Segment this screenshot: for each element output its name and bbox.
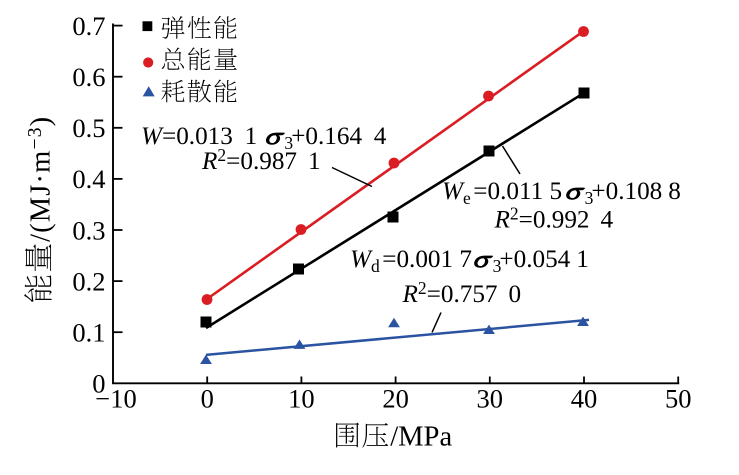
svg-text:0.6: 0.6 [72,62,105,92]
svg-text:30: 30 [477,384,504,414]
svg-text:0.3: 0.3 [72,215,105,245]
svg-text:0.7: 0.7 [72,11,105,41]
svg-text:0.2: 0.2 [72,266,105,296]
svg-text:0.1: 0.1 [72,318,105,348]
svg-text:0: 0 [92,369,105,399]
svg-text:/MPa: /MPa [390,422,452,453]
svg-text:40: 40 [571,384,598,414]
svg-text:0: 0 [201,384,214,414]
svg-text:3: 3 [493,256,502,276]
svg-text:3: 3 [585,188,594,208]
svg-text:50: 50 [665,384,692,414]
svg-text:−10: −10 [95,384,136,414]
svg-text:10: 10 [288,384,315,414]
svg-text:20: 20 [382,384,409,414]
svg-text:0.5: 0.5 [72,113,105,143]
svg-text:0.4: 0.4 [72,164,105,194]
svg-text:3: 3 [284,133,293,153]
